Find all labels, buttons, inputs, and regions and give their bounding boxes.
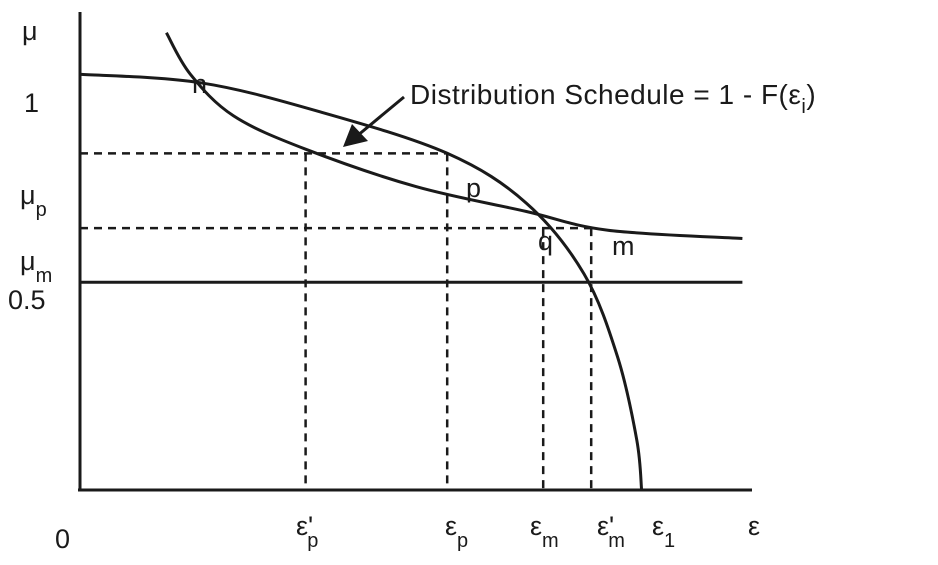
point-label-m: m bbox=[612, 231, 635, 261]
annotation-arrow bbox=[343, 95, 405, 147]
origin-label: 0 bbox=[55, 524, 70, 554]
x-tick-eps-p-prime-symbol: ε' bbox=[296, 511, 313, 541]
reference-dashed-lines bbox=[80, 152, 593, 490]
annotation-prefix: Distribution Schedule = 1 - F( bbox=[410, 79, 789, 110]
annotation-sub: i bbox=[801, 96, 806, 118]
x-tick-eps-m-prime-symbol: ε' bbox=[597, 511, 614, 541]
x-tick-eps-p-symbol: ε bbox=[445, 511, 457, 541]
y-tick-mu-p-symbol: μ bbox=[20, 180, 36, 210]
x-tick-eps-p-sub: p bbox=[457, 530, 468, 552]
x-tick-eps-m: εm bbox=[530, 511, 559, 552]
y-tick-mu-p-sub: p bbox=[36, 199, 47, 221]
y-tick-mu-p: μp bbox=[20, 180, 47, 221]
y-tick-half: 0.5 bbox=[8, 285, 46, 315]
y-tick-one: 1 bbox=[24, 88, 39, 118]
x-tick-eps-m-sub: m bbox=[542, 530, 559, 552]
x-tick-eps-p: εp bbox=[445, 511, 468, 552]
point-label-q: q bbox=[538, 226, 553, 256]
x-tick-eps-m-prime-sub: m bbox=[608, 530, 625, 552]
x-tick-eps-p-prime-sub: p bbox=[307, 530, 318, 552]
point-label-p: p bbox=[466, 173, 481, 203]
x-tick-eps-m-symbol: ε bbox=[530, 511, 542, 541]
downward-sloping-curve bbox=[165, 32, 743, 240]
distribution-schedule-annotation: Distribution Schedule = 1 - F(εi) bbox=[410, 79, 816, 118]
x-tick-eps-m-prime: ε'm bbox=[597, 511, 625, 552]
y-axis-title: μ bbox=[22, 16, 38, 46]
x-tick-eps-1-symbol: ε bbox=[652, 511, 664, 541]
x-tick-eps-p-prime: ε'p bbox=[296, 511, 318, 552]
annotation-var: ε bbox=[788, 79, 801, 110]
point-label-n: n bbox=[192, 69, 207, 99]
y-tick-mu-m-sub: m bbox=[36, 265, 53, 287]
y-tick-mu-m: μm bbox=[20, 246, 52, 287]
x-tick-eps-1: ε1 bbox=[652, 511, 675, 552]
x-axis-title: ε bbox=[748, 511, 760, 541]
annotation-suffix: ) bbox=[806, 79, 816, 110]
curves-group bbox=[79, 32, 743, 491]
x-tick-eps-1-sub: 1 bbox=[664, 530, 675, 552]
y-tick-mu-m-symbol: μ bbox=[20, 246, 36, 276]
distribution-schedule-curve bbox=[79, 72, 644, 491]
